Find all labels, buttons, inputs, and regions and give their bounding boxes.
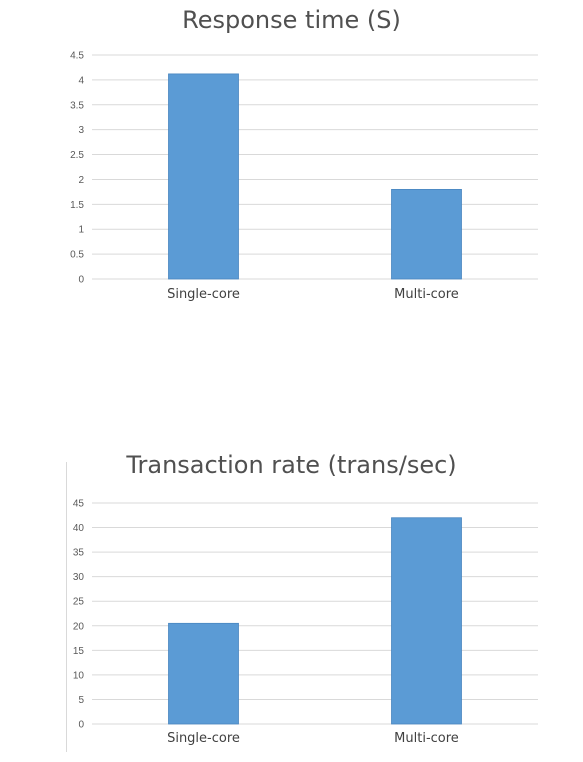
y-tick-label: 2.5 bbox=[70, 150, 84, 161]
y-tick-label: 4 bbox=[78, 75, 84, 86]
transaction-rate-plot: 0 5 10 15 20 25 30 35 40 45 Single-core Multi-core bbox=[73, 499, 538, 746]
y-tick-label: 25 bbox=[73, 597, 85, 608]
y-tick-label: 0 bbox=[78, 720, 84, 731]
y-tick-label: 3 bbox=[78, 125, 84, 136]
y-tick-label: 1.5 bbox=[70, 200, 84, 211]
y-tick-label: 1 bbox=[78, 225, 84, 236]
x-category-label: Multi-core bbox=[394, 731, 459, 746]
x-category-label: Multi-core bbox=[394, 287, 459, 302]
chart-title: Response time (S) bbox=[182, 6, 401, 34]
chart-title: Transaction rate (trans/sec) bbox=[126, 451, 457, 479]
x-category-label: Single-core bbox=[167, 731, 240, 746]
y-tick-label: 30 bbox=[73, 572, 85, 583]
y-tick-label: 40 bbox=[73, 523, 85, 534]
bar-single-core bbox=[168, 622, 239, 725]
bar-multi-core bbox=[391, 188, 462, 280]
y-tick-label: 20 bbox=[73, 621, 85, 632]
response-time-chart: Response time (S) 0 0.5 1 1.5 2 2.5 3 3.5 4 4.5 Si… bbox=[0, 0, 583, 320]
transaction-rate-chart: Transaction rate (trans/sec) 0 5 10 15 20 25 3… bbox=[0, 445, 583, 762]
y-tick-label: 2 bbox=[78, 175, 84, 186]
y-tick-label: 0.5 bbox=[70, 250, 84, 261]
y-tick-label: 3.5 bbox=[70, 100, 84, 111]
y-tick-label: 45 bbox=[73, 499, 85, 510]
response-time-plot: 0 0.5 1 1.5 2 2.5 3 3.5 4 4.5 Single-core Multi-cor… bbox=[70, 51, 538, 302]
x-category-label: Single-core bbox=[167, 287, 240, 302]
bar-multi-core bbox=[391, 517, 462, 725]
y-tick-label: 4.5 bbox=[70, 51, 84, 62]
y-tick-label: 5 bbox=[78, 695, 84, 706]
y-tick-label: 35 bbox=[73, 548, 85, 559]
y-tick-label: 15 bbox=[73, 646, 85, 657]
bar-single-core bbox=[168, 73, 239, 280]
y-tick-label: 10 bbox=[73, 670, 85, 681]
chart-border-line bbox=[66, 462, 67, 752]
y-tick-label: 0 bbox=[78, 275, 84, 286]
